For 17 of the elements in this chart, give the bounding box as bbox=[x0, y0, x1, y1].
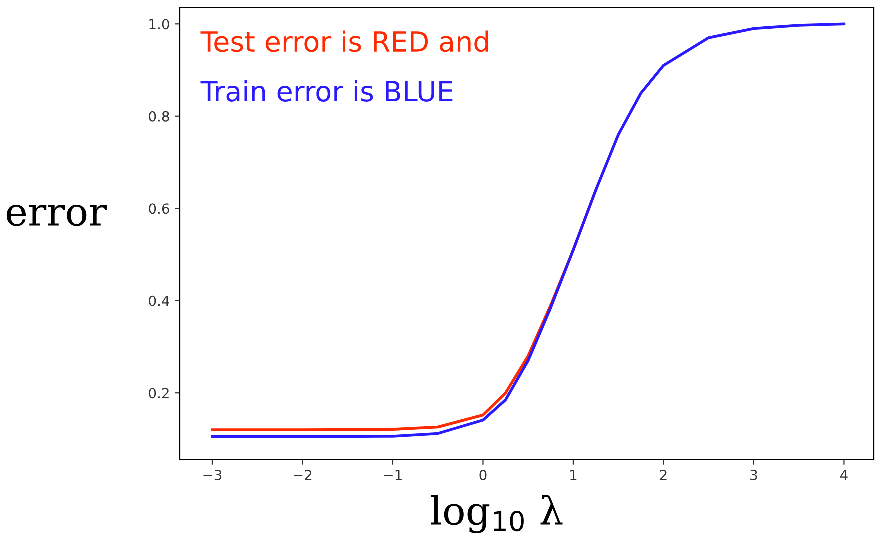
x-axis-title: log$_{10}$ λ bbox=[431, 495, 563, 533]
y-tick-label: 1.0 bbox=[150, 19, 170, 30]
x-tick-label: 2 bbox=[660, 470, 667, 480]
y-tick-label: 0.6 bbox=[149, 204, 170, 214]
x-tick-label: −3 bbox=[204, 470, 222, 480]
x-tick-label: −1 bbox=[384, 470, 402, 480]
y-axis-title: error bbox=[6, 204, 108, 226]
x-tick-label: −2 bbox=[294, 470, 312, 480]
annotation: Test error is RED and bbox=[200, 30, 488, 52]
x-tick-label: 3 bbox=[750, 470, 758, 480]
y-tick-label: 0.4 bbox=[149, 296, 170, 306]
x-tick-label: 4 bbox=[840, 470, 848, 480]
x-tick-label: 0 bbox=[480, 470, 487, 480]
x-tick-label: 1 bbox=[570, 470, 577, 480]
y-tick-label: 0.8 bbox=[149, 111, 170, 122]
annotation: Train error is BLUE bbox=[200, 80, 453, 102]
y-tick-label: 0.2 bbox=[149, 388, 169, 399]
